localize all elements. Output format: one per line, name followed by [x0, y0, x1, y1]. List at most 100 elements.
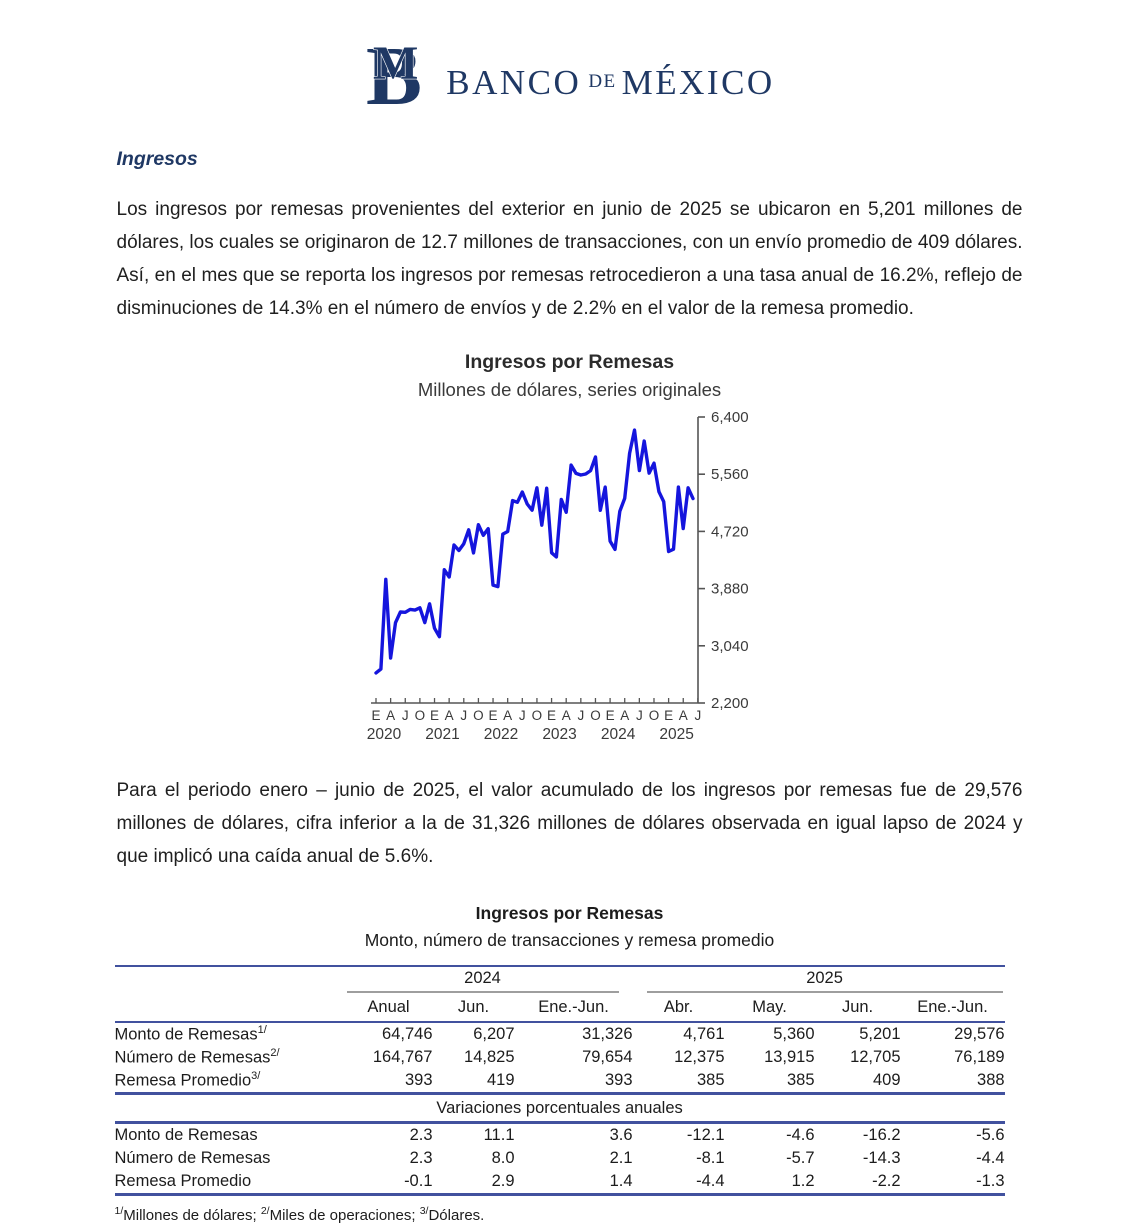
table-title: Ingresos por Remesas	[475, 903, 664, 923]
table-column-header-row: Anual Jun. Ene.-Jun. Abr. May. Jun. Ene.…	[114, 994, 1005, 1023]
cell-promedio-anual: 393	[404, 1071, 433, 1089]
svg-text:O: O	[473, 708, 484, 723]
cell-var-monto-jun24: 11.1	[483, 1126, 515, 1144]
cell-var-numero-enejun24: 2.1	[609, 1149, 633, 1167]
cell-var-monto-anual: 2.3	[409, 1126, 433, 1144]
svg-text:2021: 2021	[425, 726, 459, 743]
cell-numero-jun25: 12,705	[850, 1048, 901, 1066]
banxico-logo: B M BANCO DE MÉXICO	[117, 0, 1023, 114]
footnote-text-2: Miles de operaciones;	[269, 1207, 420, 1224]
cell-promedio-jun25: 409	[873, 1071, 901, 1089]
row-label-text: Remesa Promedio	[114, 1071, 252, 1090]
section-heading-ingresos: Ingresos	[116, 148, 198, 170]
row-label-monto: Monto de Remesas1/	[115, 1022, 345, 1046]
footnote-sup-3: 3/	[419, 1205, 429, 1217]
group-header-2025: 2025	[632, 965, 1005, 994]
column-header-anual: Anual	[344, 994, 433, 1023]
cell-monto-may25: 5,360	[773, 1025, 815, 1043]
svg-text:6,400: 6,400	[711, 409, 749, 426]
column-header-enejun-2024: Ene.-Jun.	[514, 994, 633, 1023]
table-row-numero: Número de Remesas2/ 164,767 14,825 79,65…	[115, 1046, 1005, 1069]
svg-text:J: J	[577, 708, 584, 723]
cell-numero-abr25: 12,375	[674, 1048, 725, 1066]
row-label-numero: Número de Remesas2/	[115, 1046, 345, 1069]
svg-text:O: O	[414, 708, 425, 723]
row-label-text: Monto de Remesas	[114, 1025, 258, 1044]
cell-var-promedio-jun24: 2.9	[432, 1170, 515, 1196]
row-label-var-numero: Número de Remesas	[114, 1149, 271, 1167]
cell-var-promedio-enejun25: -1.3	[900, 1170, 1005, 1196]
remittances-table: 2024 2025 Anual Jun. Ene.-Jun. Abr. May.…	[114, 965, 1005, 1196]
document-page: B M BANCO DE MÉXICO Ingresos Los ingresos …	[114, 0, 1023, 1224]
paragraph-remesas-junio: Los ingresos por remesas provenientes de…	[116, 199, 1023, 319]
cell-monto-jun25: 5,201	[859, 1025, 901, 1043]
row-label-sup: 2/	[270, 1047, 280, 1060]
cell-promedio-may25: 385	[787, 1071, 815, 1089]
svg-text:E: E	[430, 708, 439, 723]
cell-monto-enejun24: 31,326	[582, 1025, 633, 1043]
footnote-sup-1: 1/	[114, 1205, 124, 1217]
cell-promedio-jun24: 419	[486, 1071, 515, 1089]
group-header-2024: 2024	[344, 965, 633, 994]
row-label-promedio: Remesa Promedio3/	[115, 1069, 345, 1094]
cell-var-numero-enejun25: -4.4	[976, 1149, 1005, 1167]
cell-monto-abr25: 4,761	[683, 1025, 725, 1043]
svg-text:B: B	[366, 32, 422, 114]
cell-var-monto-jun25: -16.2	[862, 1126, 901, 1144]
cell-var-monto-may25: -4.6	[786, 1126, 815, 1144]
paragraph-acumulado-2025: Para el periodo enero – junio de 2025, e…	[116, 780, 1023, 867]
svg-text:J: J	[518, 708, 525, 723]
table-section-divider-row: Variaciones porcentuales anuales	[114, 1092, 1005, 1124]
svg-text:A: A	[444, 708, 453, 723]
svg-text:O: O	[648, 708, 659, 723]
svg-text:4,720: 4,720	[711, 523, 749, 540]
svg-text:A: A	[678, 708, 687, 723]
table-row-promedio: Remesa Promedio3/ 393 419 393 385 385 40…	[115, 1069, 1005, 1094]
cell-var-numero-abr25: -8.1	[696, 1149, 725, 1167]
cell-numero-may25: 13,915	[764, 1048, 815, 1066]
svg-text:E: E	[488, 708, 497, 723]
svg-text:2024: 2024	[600, 726, 635, 743]
wordmark-de: DE	[588, 71, 617, 92]
svg-text:5,560: 5,560	[711, 466, 749, 483]
svg-text:2023: 2023	[542, 726, 576, 743]
table-row-monto: Monto de Remesas1/ 64,746 6,207 31,326 4…	[115, 1022, 1005, 1046]
cell-var-promedio-may25: 1.2	[724, 1170, 815, 1196]
cell-promedio-enejun24: 393	[605, 1071, 633, 1089]
svg-text:E: E	[664, 708, 673, 723]
svg-text:2022: 2022	[483, 726, 517, 743]
cell-var-monto-enejun25: -5.6	[976, 1126, 1005, 1144]
column-header-jun-2025: Jun.	[814, 994, 901, 1023]
column-header-empty	[114, 994, 345, 1023]
cell-var-promedio-anual: -0.1	[344, 1170, 433, 1196]
svg-text:E: E	[605, 708, 614, 723]
column-header-enejun-2025: Ene.-Jun.	[900, 994, 1005, 1023]
column-header-may-2025: May.	[724, 994, 815, 1023]
cell-promedio-enejun25: 388	[977, 1071, 1005, 1089]
cell-promedio-abr25: 385	[697, 1071, 725, 1089]
svg-text:J: J	[460, 708, 467, 723]
cell-var-numero-jun24: 8.0	[491, 1149, 515, 1167]
row-label-sup: 1/	[257, 1024, 267, 1037]
wordmark-mexico: MÉXICO	[621, 63, 775, 102]
chart-title: Ingresos por Remesas	[464, 351, 675, 373]
svg-text:O: O	[590, 708, 601, 723]
cell-monto-enejun25: 29,576	[954, 1025, 1005, 1043]
svg-text:A: A	[386, 708, 395, 723]
footnote-text-3: Dólares.	[428, 1207, 485, 1224]
cell-var-monto-abr25: -12.1	[686, 1126, 725, 1144]
cell-monto-anual: 64,746	[382, 1025, 433, 1043]
row-label-text: Número de Remesas	[114, 1048, 271, 1067]
table-row-var-numero: Número de Remesas 2.3 8.0 2.1 -8.1 -5.7 …	[115, 1147, 1005, 1170]
table-group-header-row: 2024 2025	[114, 965, 1005, 994]
svg-text:3,040: 3,040	[711, 638, 749, 655]
remittances-table-block: Ingresos por Remesas Monto, número de tr…	[114, 903, 1023, 1224]
cell-numero-enejun24: 79,654	[582, 1048, 633, 1066]
svg-text:J: J	[401, 708, 408, 723]
footnote-sup-2: 2/	[260, 1205, 270, 1217]
cell-var-numero-anual: 2.3	[409, 1149, 433, 1167]
group-header-empty	[114, 965, 345, 994]
svg-text:J: J	[694, 708, 701, 723]
cell-var-numero-may25: -5.7	[786, 1149, 815, 1167]
svg-text:2025: 2025	[659, 726, 693, 743]
